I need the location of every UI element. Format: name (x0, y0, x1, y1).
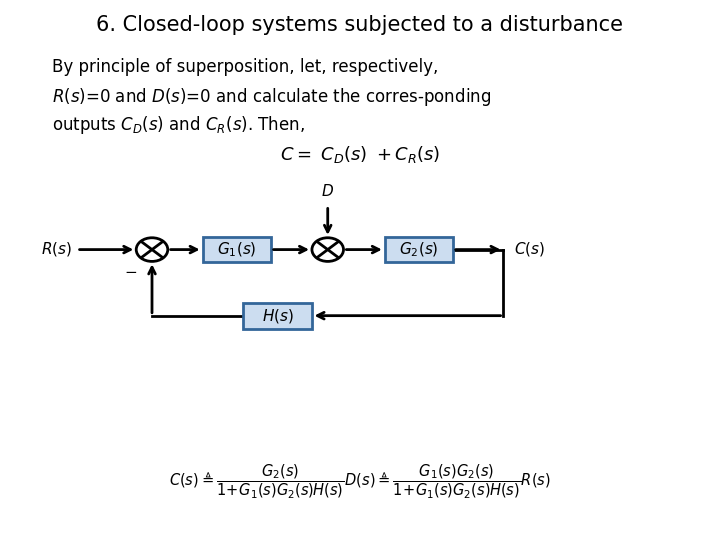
Text: $C(s)$: $C(s)$ (514, 240, 545, 258)
Text: $C(s)\triangleq\dfrac{G_2(s)}{1\!+\!G_1(s)G_2(s)H(s)}D(s)\triangleq\dfrac{G_1(s): $C(s)\triangleq\dfrac{G_2(s)}{1\!+\!G_1(… (169, 462, 551, 500)
Text: $R(s)$: $R(s)$ (41, 240, 72, 258)
FancyBboxPatch shape (384, 237, 453, 262)
Text: 6. Closed-loop systems subjected to a disturbance: 6. Closed-loop systems subjected to a di… (96, 15, 624, 35)
Circle shape (136, 238, 168, 261)
Text: $D$: $D$ (321, 183, 334, 199)
FancyBboxPatch shape (202, 237, 271, 262)
Text: $G_1(s)$: $G_1(s)$ (217, 240, 256, 259)
Text: $-$: $-$ (124, 264, 137, 278)
Text: $H(s)$: $H(s)$ (261, 307, 294, 325)
Text: By principle of superposition, let, respectively,: By principle of superposition, let, resp… (52, 58, 438, 76)
Text: $R(s)$=0 and $D(s)$=0 and calculate the corres-ponding: $R(s)$=0 and $D(s)$=0 and calculate the … (52, 86, 491, 108)
Circle shape (312, 238, 343, 261)
Text: $G_2(s)$: $G_2(s)$ (399, 240, 438, 259)
Text: outputs $C_D(s)$ and $C_R(s)$. Then,: outputs $C_D(s)$ and $C_R(s)$. Then, (52, 113, 305, 136)
Text: $C=\ C_D(s)\ +C_R(s)$: $C=\ C_D(s)\ +C_R(s)$ (280, 144, 440, 165)
FancyBboxPatch shape (243, 303, 312, 328)
